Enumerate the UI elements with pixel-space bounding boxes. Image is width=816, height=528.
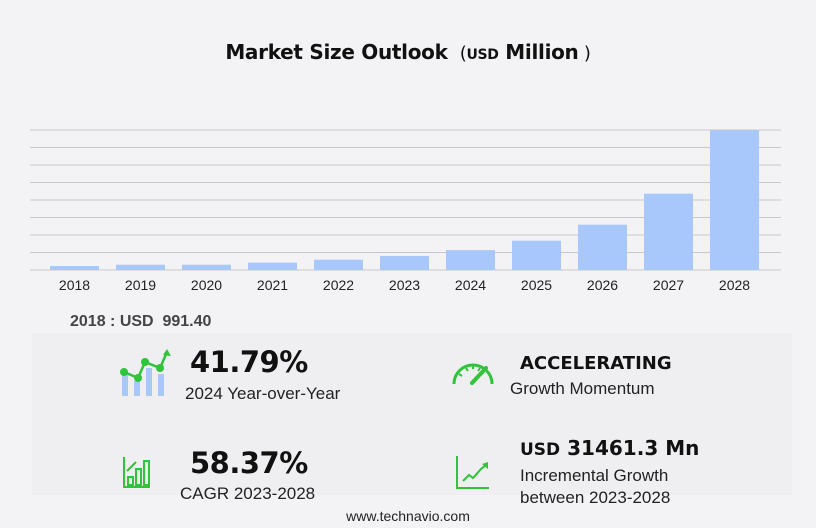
bar-2027 xyxy=(644,193,693,270)
bar-2021 xyxy=(248,262,297,270)
x-tick-label: 2027 xyxy=(653,277,684,293)
stats-panel xyxy=(32,333,792,495)
yoy-value: 41.79% xyxy=(190,345,308,379)
bar-chart: 2018 2019 2020 2021 2022 2023 2024 2025 2026 2027… xyxy=(30,129,781,293)
line-growth-icon xyxy=(456,456,489,489)
x-tick-label: 2026 xyxy=(587,277,618,293)
x-tick-label: 2022 xyxy=(323,277,354,293)
x-tick-label: 2028 xyxy=(719,277,750,293)
x-tick-label: 2018 xyxy=(59,277,90,293)
x-tick-label: 2021 xyxy=(257,277,288,293)
base-year-value: 2018 : USD 991.40 xyxy=(70,313,211,331)
bar-growth-icon xyxy=(123,457,150,488)
incremental-prefix: USD xyxy=(520,440,561,460)
x-tick-label: 2024 xyxy=(455,277,486,293)
base-year-label: 2018 : USD xyxy=(70,313,154,330)
chart-title: Market Size Outlook (USD Million ) xyxy=(225,40,591,64)
incremental-number: 31461.3 Mn xyxy=(567,436,700,460)
bar-2018 xyxy=(50,266,99,270)
yoy-label: 2024 Year-over-Year xyxy=(185,384,341,403)
title-unit-prefix: USD xyxy=(466,47,499,63)
x-tick-label: 2023 xyxy=(389,277,420,293)
title-text: Market Size Outlook xyxy=(225,40,448,64)
momentum-value: ACCELERATING xyxy=(520,353,672,374)
bar-2022 xyxy=(314,259,363,270)
bar-2023 xyxy=(380,255,429,270)
x-tick-label: 2019 xyxy=(125,277,156,293)
bar-2026 xyxy=(578,224,627,270)
cagr-label: CAGR 2023-2028 xyxy=(180,484,316,503)
bar-2019 xyxy=(116,264,165,270)
base-year-number: 991.40 xyxy=(162,313,212,330)
incremental-value: USD 31461.3 Mn xyxy=(520,436,699,460)
speedometer-icon xyxy=(452,363,494,385)
bar-2024 xyxy=(446,250,495,270)
x-tick-label: 2025 xyxy=(521,277,552,293)
incremental-period: between 2023-2028 xyxy=(520,488,671,507)
bar-2020 xyxy=(182,264,231,270)
growth-chart-icon xyxy=(120,349,171,396)
x-tick-label: 2020 xyxy=(191,277,222,293)
title-unit: Million xyxy=(505,40,579,64)
cagr-value: 58.37% xyxy=(190,446,308,480)
bar-2025 xyxy=(512,240,561,270)
momentum-label: Growth Momentum xyxy=(510,379,655,398)
incremental-label: Incremental Growth xyxy=(520,466,669,485)
footer-url: www.technavio.com xyxy=(346,508,470,524)
bar-2028 xyxy=(710,130,759,270)
